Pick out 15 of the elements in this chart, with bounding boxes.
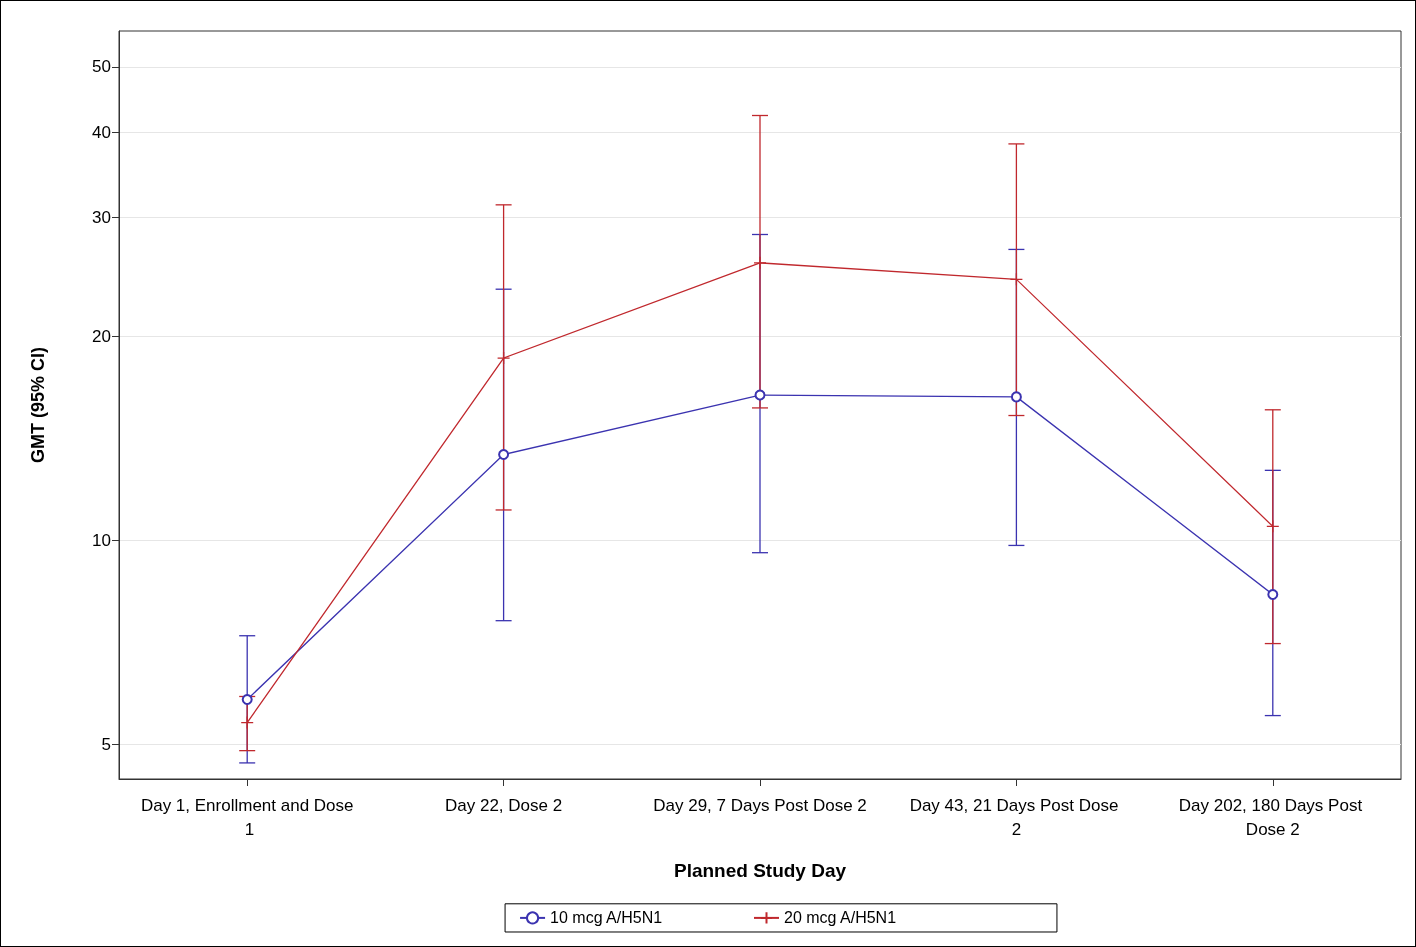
x-axis-title: Planned Study Day [673,860,847,881]
y-tick-label: 30 [92,207,111,227]
y-axis-title: GMT (95% CI) [28,346,48,464]
x-tick-label: Day 1, Enrollment and Dose 1 [140,795,354,839]
legend-label: 20 mcg A/H5N1 [784,909,897,927]
y-tick-label: 50 [92,57,111,77]
x-tick-label: Day 202, 180 Days Post Dose 2 [1178,795,1367,839]
y-tick-label: 5 [101,735,111,755]
x-tick-label: Day 43, 21 Days Post Dose 2 [909,795,1124,839]
y-tick-label: 20 [92,327,111,347]
x-tick-label: Day 22, Dose 2 [445,795,563,815]
y-tick-label: 10 [92,531,111,551]
x-tick-label: Day 29, 7 Days Post Dose 2 [653,795,867,815]
y-tick-label: 40 [92,123,111,143]
legend-label: 10 mcg A/H5N1 [550,909,663,927]
